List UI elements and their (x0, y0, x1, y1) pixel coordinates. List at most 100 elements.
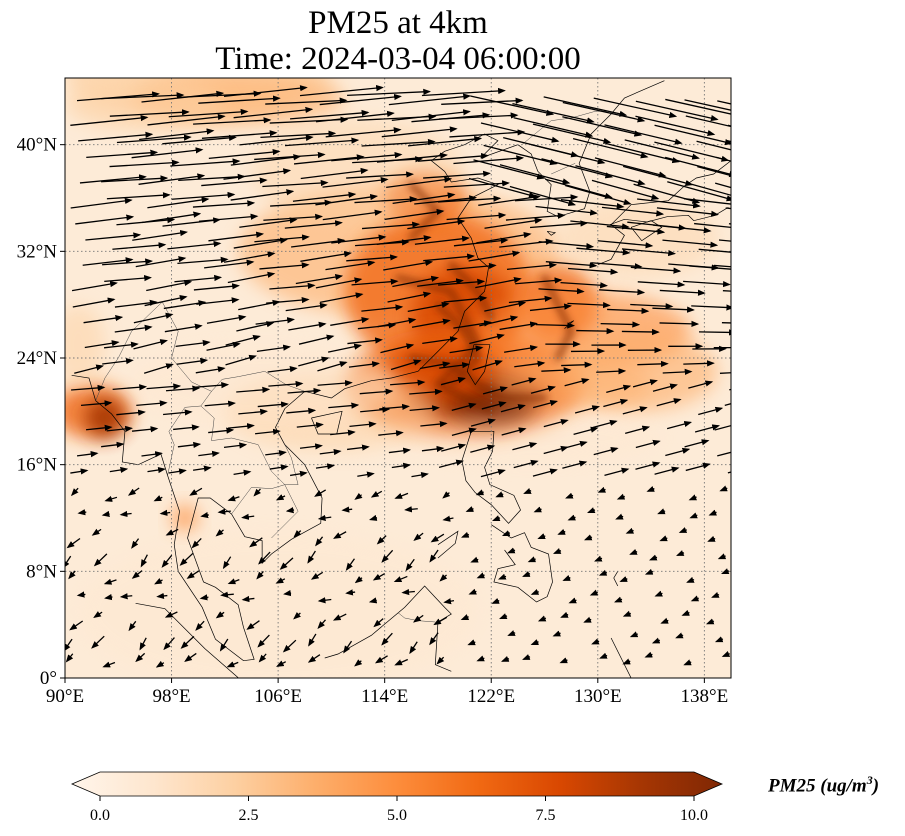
wind-vector (293, 154, 365, 165)
wind-vector (141, 211, 202, 224)
wind-vector (227, 578, 240, 585)
wind-vector (522, 654, 531, 660)
wind-vector (514, 194, 579, 202)
wind-vector (198, 450, 220, 457)
wind-vectors (65, 84, 731, 668)
wind-vector (381, 126, 458, 138)
wind-vector (266, 296, 310, 304)
wind-vector (345, 589, 356, 596)
pm25-field (65, 78, 718, 678)
wind-vector (529, 220, 589, 229)
wind-vector (317, 619, 326, 629)
wind-vector (405, 558, 415, 572)
wind-vector (665, 447, 691, 457)
lat-tick-label: 0° (40, 668, 57, 689)
wind-vector (225, 334, 261, 346)
wind-vector (109, 466, 129, 474)
wind-vector (560, 611, 569, 618)
wind-vector (70, 468, 89, 475)
wind-vector (484, 300, 527, 312)
wind-vector (598, 569, 608, 576)
wind-vector (293, 611, 301, 620)
wind-vector (453, 155, 525, 165)
wind-vector (430, 533, 445, 543)
wind-vector (614, 596, 623, 603)
wind-vector (421, 445, 445, 453)
wind-vector (200, 511, 209, 519)
wind-vector (501, 427, 527, 436)
wind-vector (507, 630, 516, 636)
wind-vector (601, 206, 665, 217)
wind-vector (253, 488, 262, 497)
wind-vector (147, 196, 210, 209)
wind-vector (509, 185, 577, 207)
wind-vector (729, 306, 731, 308)
wind-vector (310, 571, 324, 580)
wind-vector (138, 173, 206, 185)
wind-vector (662, 239, 719, 248)
wind-vector (141, 451, 163, 458)
coastline (304, 80, 665, 399)
wind-vector (85, 424, 113, 431)
wind-vector (189, 487, 203, 496)
axis-ticks: 90°E 98°E 106°E 114°E 122°E 130°E 138°E 0° 8°N 16… (17, 135, 729, 707)
wind-vector (93, 611, 103, 619)
wind-vector (593, 447, 619, 456)
wind-vector (423, 253, 475, 262)
wind-vector (215, 611, 225, 619)
wind-vector (102, 661, 116, 668)
wind-vector (717, 553, 727, 560)
wind-vector (104, 593, 113, 601)
wind-vector (694, 424, 721, 433)
wind-vector (279, 557, 294, 570)
wind-vector (387, 291, 432, 303)
wind-vector (223, 168, 292, 180)
wind-vector (298, 356, 330, 367)
wind-vector (476, 572, 485, 579)
wind-vector (691, 304, 731, 311)
wind-vector (393, 575, 408, 583)
wind-vector (275, 577, 286, 584)
wind-vector (74, 364, 104, 374)
wind-vector (246, 620, 260, 630)
wind-vector (419, 361, 451, 370)
wind-vector (414, 235, 470, 245)
wind-vector (575, 165, 646, 186)
wind-vector (116, 134, 192, 144)
wind-vector (659, 320, 700, 327)
wind-vector (347, 444, 370, 451)
wind-vector (192, 465, 212, 472)
wind-vector (722, 290, 731, 292)
wind-vector (513, 459, 539, 469)
wind-vector (357, 322, 397, 330)
wind-vector (292, 191, 357, 202)
wind-vector (499, 613, 508, 620)
wind-vector (102, 258, 154, 266)
wind-vector (193, 283, 240, 291)
wind-vector (467, 639, 476, 646)
wind-vector (629, 548, 638, 555)
wind-vector (622, 610, 632, 617)
wind-vector (176, 357, 209, 365)
wind-vector (317, 597, 332, 604)
wind-vector (376, 152, 448, 163)
wind-vector (591, 262, 643, 270)
pm25-blob (78, 531, 478, 678)
wind-vector (689, 512, 698, 519)
wind-vector (376, 535, 387, 545)
wind-vector (106, 192, 171, 200)
wind-vector (104, 275, 152, 283)
wind-vector (133, 339, 168, 350)
wind-vector (537, 533, 546, 540)
wind-vector (508, 295, 553, 304)
wind-vector (283, 589, 292, 597)
wind-vector (552, 630, 561, 637)
wind-vector (227, 423, 255, 430)
wind-vector (676, 550, 685, 556)
wind-vector (204, 400, 236, 407)
wind-vector (299, 443, 323, 450)
wind-vector (404, 506, 418, 513)
wind-vector (295, 273, 344, 285)
wind-vector (500, 655, 510, 662)
